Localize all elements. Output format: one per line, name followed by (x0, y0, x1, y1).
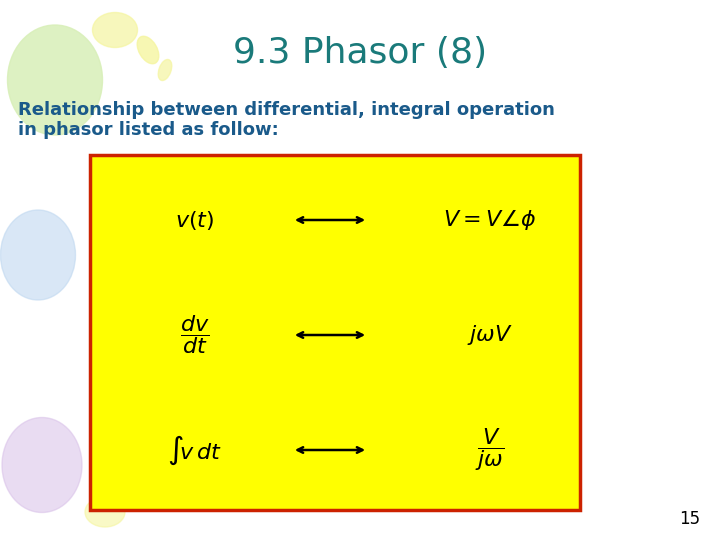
Bar (90, 155, 580, 510)
Text: 9.3 Phasor (8): 9.3 Phasor (8) (233, 36, 487, 70)
Text: 15: 15 (679, 510, 700, 528)
Text: Relationship between differential, integral operation: Relationship between differential, integ… (18, 101, 555, 119)
Text: $\dfrac{V}{j\omega}$: $\dfrac{V}{j\omega}$ (475, 427, 505, 474)
Text: $j\omega V$: $j\omega V$ (467, 323, 513, 347)
Ellipse shape (1, 210, 76, 300)
Ellipse shape (92, 12, 138, 48)
Text: $\int\! v\,dt$: $\int\! v\,dt$ (168, 433, 222, 467)
Ellipse shape (85, 497, 125, 527)
Ellipse shape (158, 59, 172, 80)
Text: $v(t)$: $v(t)$ (176, 208, 215, 232)
Text: $\dfrac{dv}{dt}$: $\dfrac{dv}{dt}$ (180, 314, 210, 356)
Text: in phasor listed as follow:: in phasor listed as follow: (18, 121, 279, 139)
Text: $V = V\angle\phi$: $V = V\angle\phi$ (444, 207, 537, 233)
Ellipse shape (138, 36, 159, 64)
Ellipse shape (7, 25, 102, 135)
Ellipse shape (2, 417, 82, 512)
